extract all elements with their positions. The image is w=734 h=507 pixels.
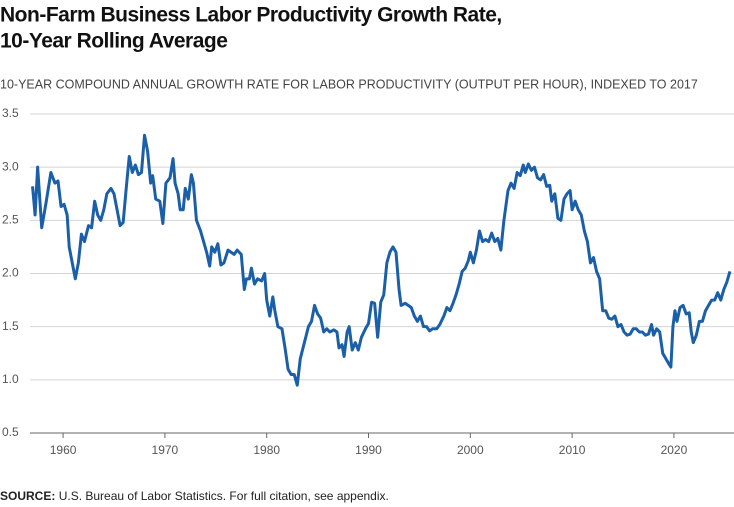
chart-title: 10-Year Rolling Average <box>0 30 227 53</box>
source-label: SOURCE: <box>0 489 55 503</box>
y-tick-label: 0.5 <box>2 425 19 439</box>
data-line <box>31 133 732 387</box>
y-tick-label: 3.0 <box>2 159 19 173</box>
y-tick-label: 1.5 <box>2 319 19 333</box>
x-tick-label: 1980 <box>253 443 280 457</box>
y-tick-label: 2.5 <box>2 213 19 227</box>
x-tick-label: 1990 <box>355 443 382 457</box>
x-tick-label: 1960 <box>50 443 77 457</box>
x-tick-label: 2000 <box>457 443 484 457</box>
x-tick-label: 2020 <box>661 443 688 457</box>
chart-subtitle: 10-YEAR COMPOUND ANNUAL GROWTH RATE FOR … <box>0 77 698 91</box>
y-tick-label: 2.0 <box>2 266 19 280</box>
chart-title: Non-Farm Business Labor Productivity Gro… <box>0 4 502 27</box>
x-tick-label: 2010 <box>559 443 586 457</box>
y-tick-label: 1.0 <box>2 372 19 386</box>
source-text: U.S. Bureau of Labor Statistics. For ful… <box>59 489 389 503</box>
x-tick-label: 1970 <box>152 443 179 457</box>
source: SOURCE: U.S. Bureau of Labor Statistics.… <box>0 489 389 503</box>
y-tick-label: 3.5 <box>2 106 19 120</box>
